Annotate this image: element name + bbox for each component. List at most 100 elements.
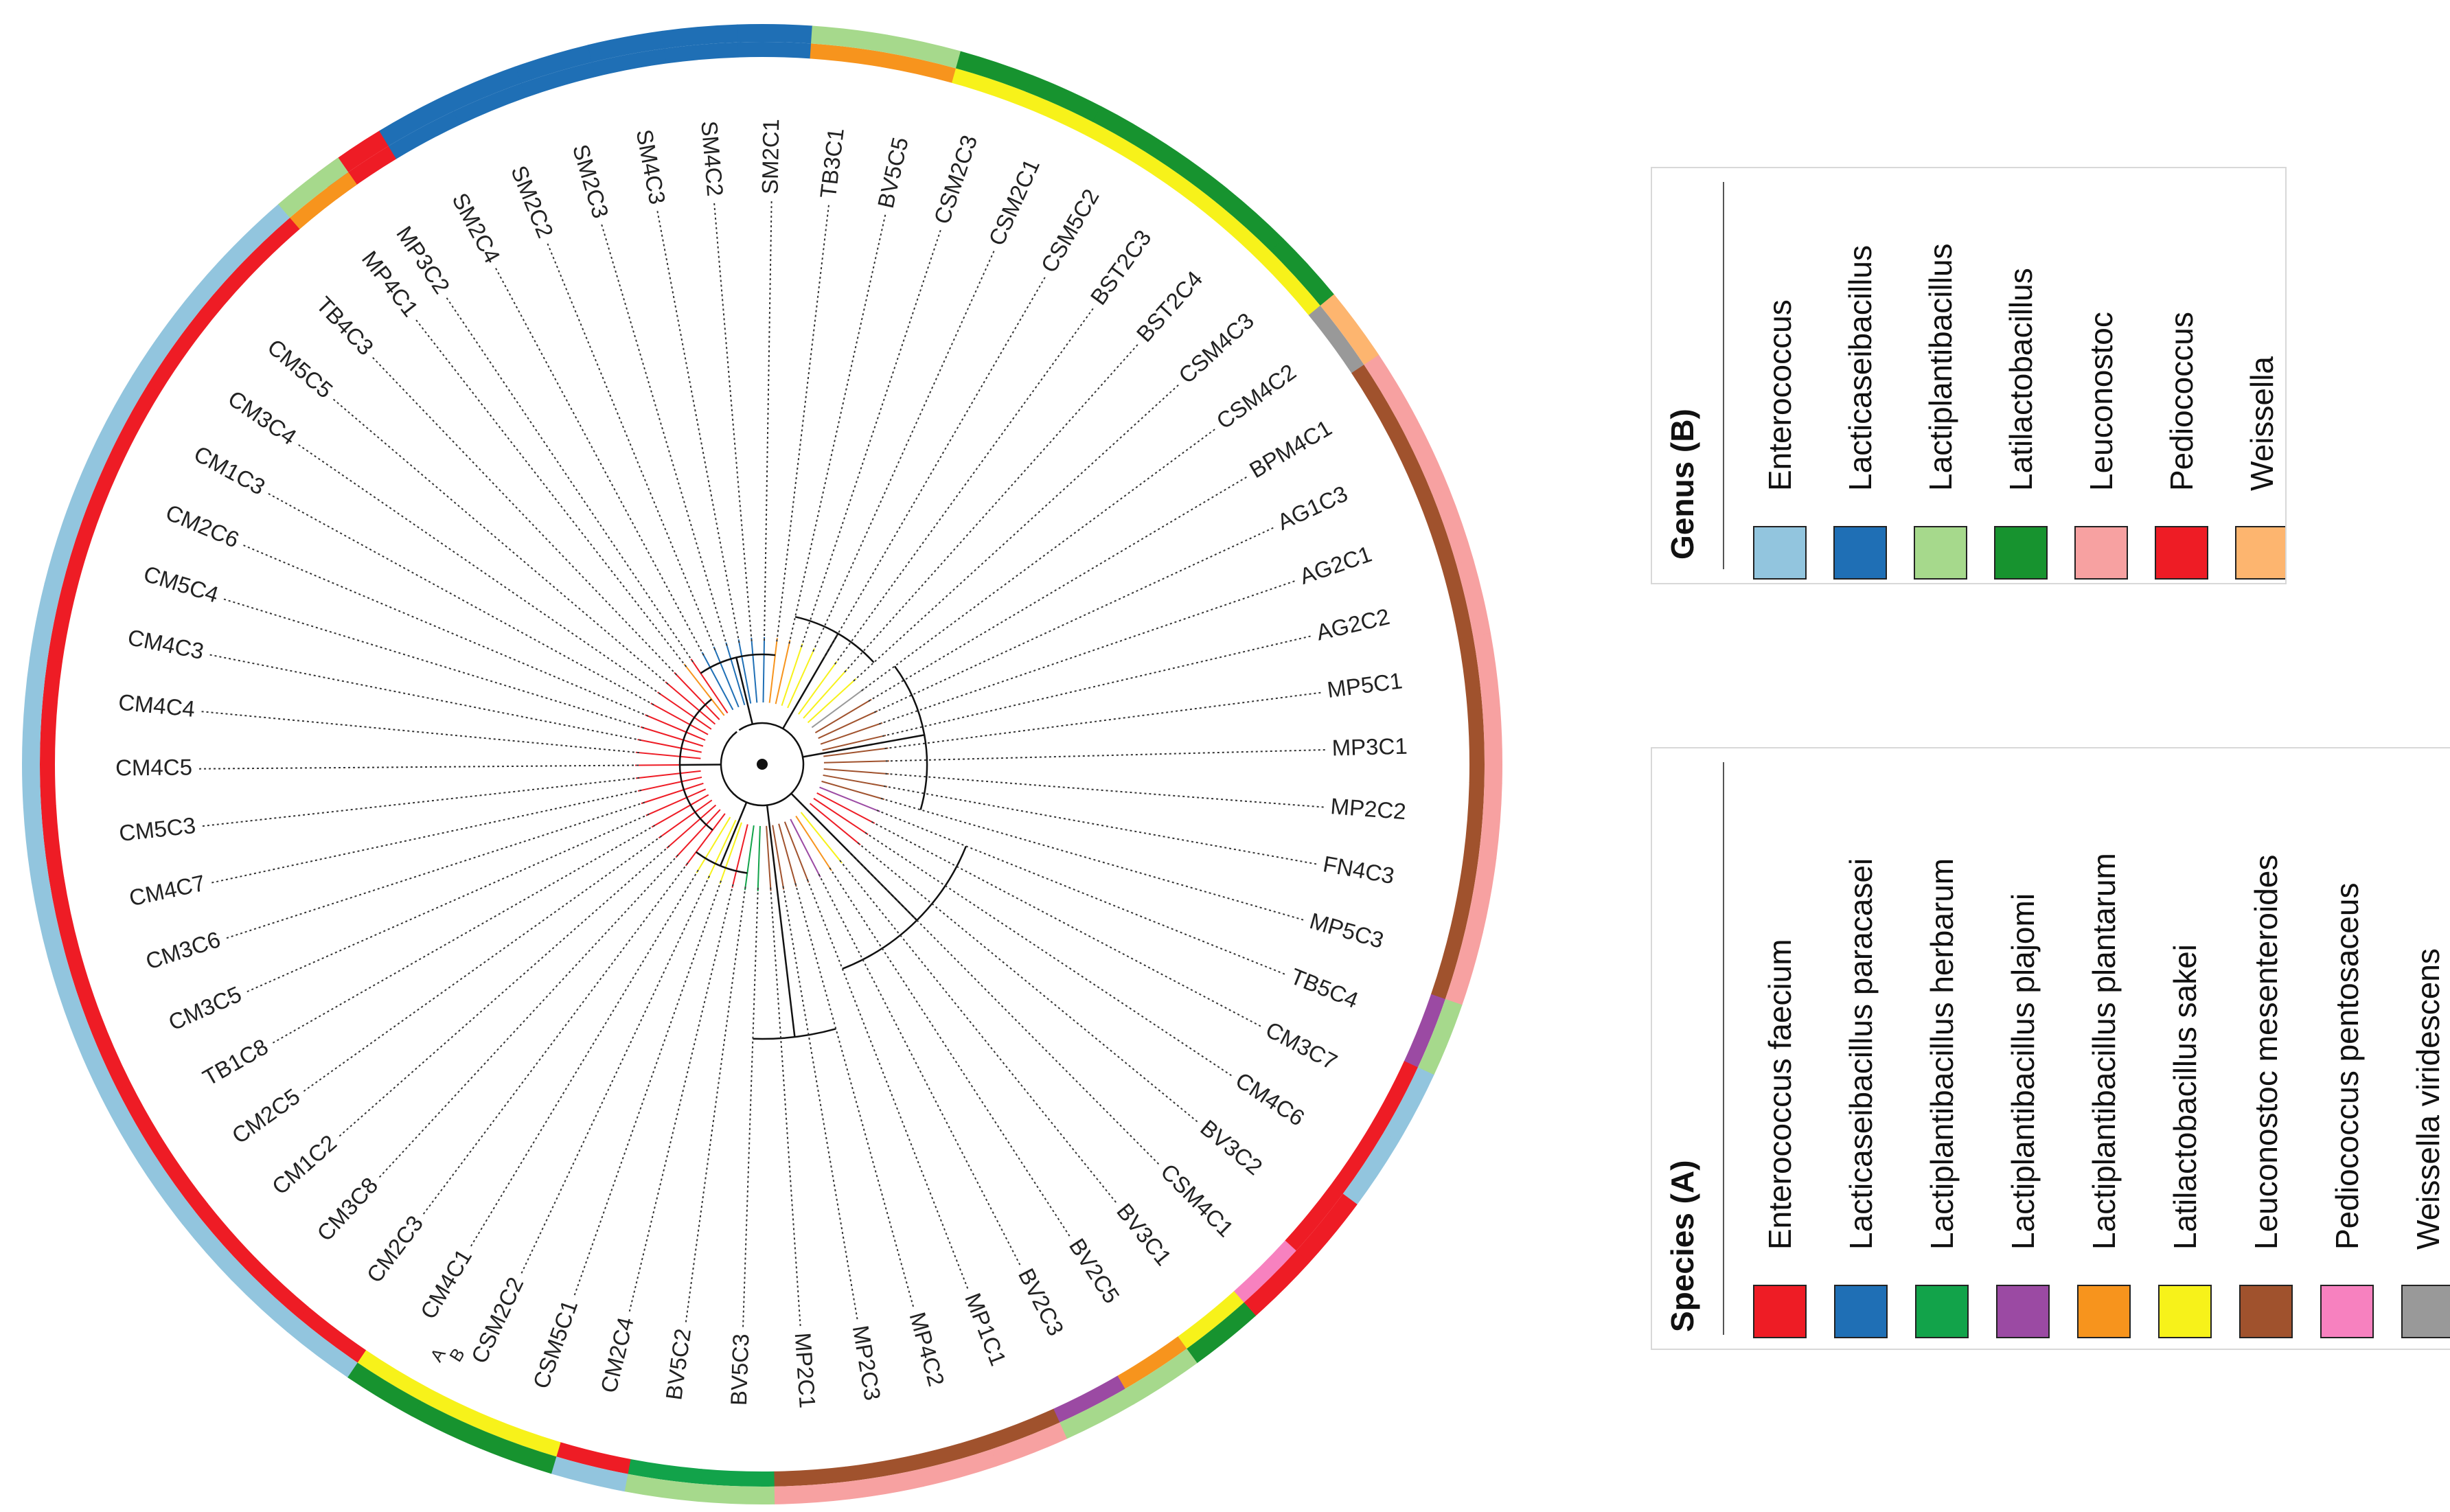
terminal-branch xyxy=(737,639,752,704)
species-ring-segment xyxy=(916,1434,992,1469)
leaf-leader-line xyxy=(806,879,969,1289)
species-ring-segment xyxy=(420,1387,493,1432)
species-legend-title: Species (A) xyxy=(1664,1160,1700,1332)
leaf-label: MP2C3 xyxy=(848,1323,886,1402)
species-ring-segment xyxy=(1450,854,1479,929)
species-ring-segment xyxy=(1206,202,1272,263)
terminal-branch xyxy=(795,815,832,871)
leaf-leader-line xyxy=(770,887,801,1327)
leaf-leader-line xyxy=(834,308,1094,665)
terminal-branch xyxy=(803,669,848,719)
species-ring-segment xyxy=(64,947,102,1022)
internal-branch-radial xyxy=(735,657,754,724)
leaf-label: SM4C2 xyxy=(696,120,728,198)
terminal-branch xyxy=(819,786,881,812)
legend-swatch xyxy=(1753,1285,1807,1338)
leaf-label: BV2C5 xyxy=(1064,1234,1125,1308)
legend-label: Enterococcus faecium xyxy=(1762,939,1798,1250)
species-ring-segment xyxy=(1430,924,1466,1000)
leaf-label: FN4C3 xyxy=(1321,851,1396,889)
leaf-leader-line xyxy=(303,835,663,1092)
leaf-label: CSM2C1 xyxy=(983,155,1044,249)
species-ring-segment xyxy=(41,805,65,880)
leaf-leader-line xyxy=(470,869,699,1247)
legend-swatch xyxy=(2239,1285,2293,1338)
genus-ring-segment xyxy=(1156,144,1228,203)
leaf-leader-line xyxy=(788,214,886,644)
genus-ring-segment xyxy=(1215,188,1284,252)
leaf-label: BV5C2 xyxy=(661,1327,696,1401)
terminal-branch xyxy=(811,688,865,729)
leaf-label: CM1C2 xyxy=(267,1130,341,1200)
genus-ring-segment xyxy=(1482,707,1503,784)
species-ring-segment xyxy=(244,1257,309,1319)
legend-label: Lactiplantibacillus plajomi xyxy=(2005,893,2041,1250)
species-ring-segment xyxy=(810,43,885,67)
genus-ring-segment xyxy=(231,1268,299,1332)
genus-ring-segment xyxy=(1364,354,1418,429)
leaf-label: BPM4C1 xyxy=(1245,415,1336,483)
genus-ring-segment xyxy=(1092,106,1167,159)
legend-swatch xyxy=(2074,526,2128,580)
leaf-leader-line xyxy=(223,598,645,729)
terminal-branch xyxy=(822,734,886,751)
species-ring-segment xyxy=(196,1203,256,1269)
genus-ring-segment xyxy=(847,1469,924,1500)
leaf-leader-line xyxy=(857,842,1198,1123)
species-ring-segment xyxy=(952,68,1027,106)
legend-swatch xyxy=(2158,1285,2212,1338)
genus-ring-segment xyxy=(1478,782,1502,859)
internal-branch-radial xyxy=(790,792,918,921)
genus-ring-segment xyxy=(31,879,65,957)
species-ring-segment xyxy=(1053,1375,1125,1423)
terminal-branch xyxy=(823,747,889,757)
terminal-branch xyxy=(751,637,758,703)
leaf-label: TB3C1 xyxy=(815,126,849,199)
genus-ring-segment xyxy=(736,24,813,44)
legend-swatch xyxy=(1994,526,2048,580)
leaf-leader-line xyxy=(656,211,740,643)
species-ring-segment xyxy=(189,268,249,334)
leaf-leader-line xyxy=(243,545,649,717)
species-ring-segment xyxy=(49,877,80,952)
genus-ring-segment xyxy=(1320,294,1379,365)
species-ring-segment xyxy=(236,217,301,279)
species-ring-segment xyxy=(87,1016,131,1090)
leaf-label: TB4C3 xyxy=(312,292,379,360)
terminal-branch xyxy=(707,819,737,880)
terminal-branch xyxy=(641,782,704,805)
species-ring-segment xyxy=(1020,91,1094,136)
leaf-label: TB5C4 xyxy=(1287,963,1362,1013)
legend-swatch xyxy=(2320,1285,2374,1338)
leaf-label: CM1C3 xyxy=(190,441,270,500)
species-ring-segment xyxy=(1458,636,1482,711)
terminal-branch xyxy=(809,803,861,846)
legend-label: Lactiplantibacillus herbarum xyxy=(1924,858,1960,1250)
leaf-label: CM4C6 xyxy=(1231,1067,1309,1131)
genus-ring-segment xyxy=(955,51,1033,92)
leaf-leader-line xyxy=(547,243,716,650)
terminal-branch xyxy=(713,646,740,708)
species-ring-segment xyxy=(985,1408,1060,1450)
tree-branches xyxy=(634,616,968,1040)
legend-label: Lactiplantibacillus plantarum xyxy=(2086,853,2122,1250)
terminal-branch xyxy=(731,824,748,889)
leaf-leader-line xyxy=(818,873,1021,1265)
genus-ring-segment xyxy=(587,30,665,62)
leaf-label: BV2C3 xyxy=(1014,1264,1069,1340)
genus-ring-segment xyxy=(623,1474,701,1502)
genus-ring-segment xyxy=(990,1422,1067,1467)
leaf-leader-line xyxy=(849,851,1160,1165)
legend-swatch xyxy=(1915,1285,1969,1338)
leaf-leader-line xyxy=(829,867,1071,1237)
leaf-label: CM4C4 xyxy=(117,689,196,722)
leaf-leader-line xyxy=(868,476,1247,702)
genus-ring-segment xyxy=(773,1481,850,1504)
leaf-leader-line xyxy=(865,832,1232,1077)
leaf-label: SM2C1 xyxy=(757,119,784,195)
genus-ring-segment xyxy=(1124,1349,1198,1405)
species-ring-segment xyxy=(117,1081,167,1154)
leaf-leader-line xyxy=(713,203,753,641)
terminal-branch xyxy=(818,710,878,740)
internal-branch-radial xyxy=(802,734,925,758)
